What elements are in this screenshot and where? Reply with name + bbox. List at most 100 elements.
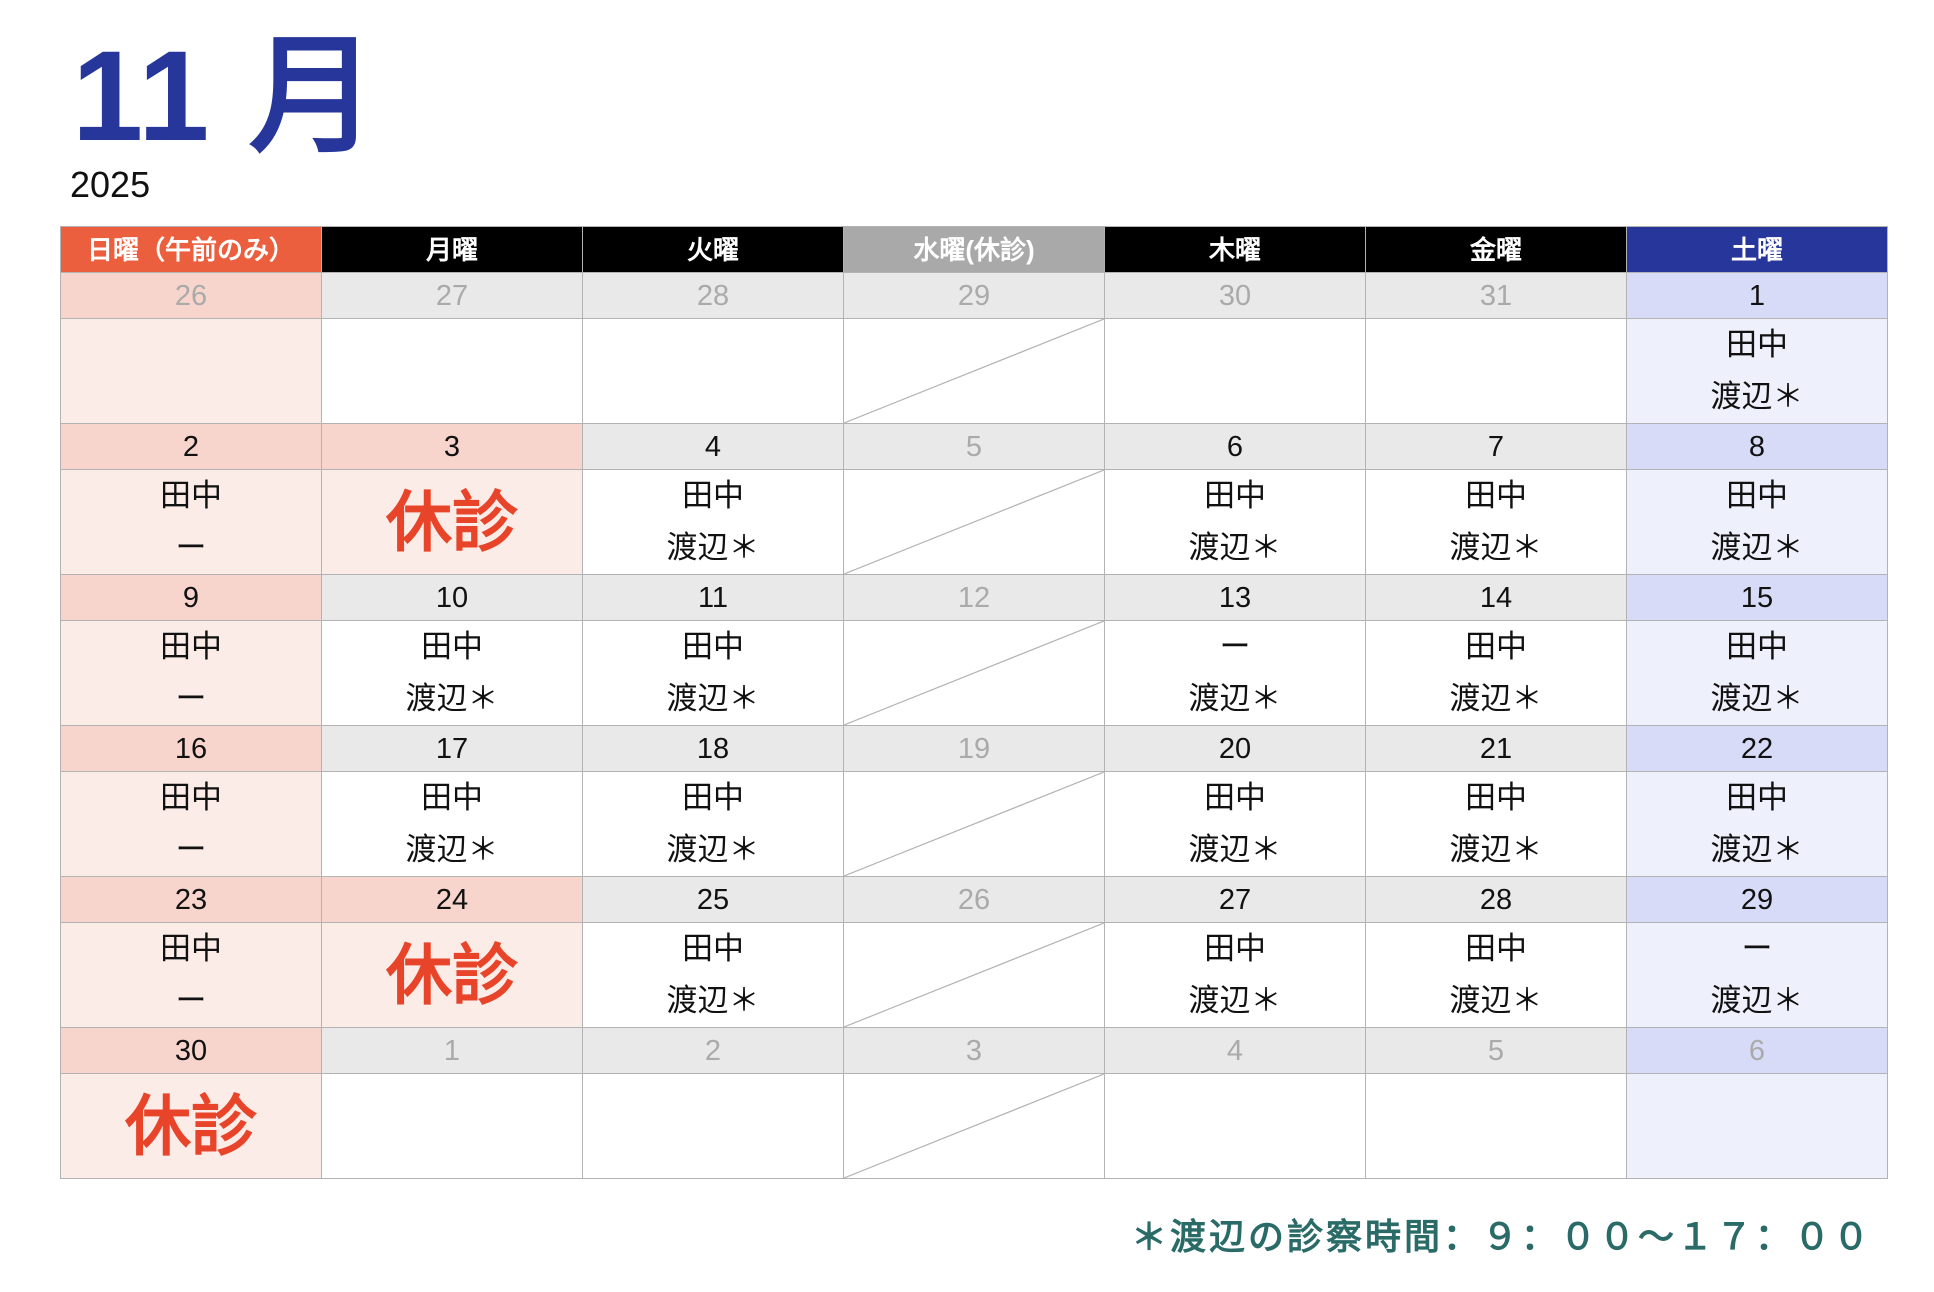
date-number: 26	[844, 877, 1105, 923]
calendar-grid: 日曜（午前のみ） 月曜 火曜 水曜(休診) 木曜 金曜 土曜 26 27 28 29 30 31 1 田中渡…	[60, 226, 1888, 1179]
day-cell[interactable]	[1627, 1074, 1888, 1179]
weekday-header: 金曜	[1366, 227, 1627, 273]
day-cell[interactable]	[844, 923, 1105, 1028]
year-label: 2025	[70, 164, 151, 205]
day-cell[interactable]: 田中 渡辺＊	[1366, 923, 1627, 1028]
day-cell[interactable]: 田中 渡辺＊	[1105, 923, 1366, 1028]
month-title: 11 月	[72, 25, 379, 168]
date-number: 1	[322, 1028, 583, 1074]
day-cell[interactable]: 田中 渡辺＊	[322, 772, 583, 877]
doctor-name: 田中	[1465, 780, 1527, 815]
day-cell[interactable]: 田中 渡辺＊	[583, 772, 844, 877]
day-cell[interactable]: 田中ー	[61, 470, 322, 575]
day-cell[interactable]: 田中 渡辺＊	[322, 621, 583, 726]
weekday-header: 水曜(休診)	[844, 227, 1105, 273]
closed-label: 休診	[386, 485, 518, 559]
date-number: 23	[61, 877, 322, 923]
day-cell[interactable]	[322, 319, 583, 424]
day-cell[interactable]: 休診	[61, 1074, 322, 1179]
doctor-name: 渡辺＊	[666, 681, 760, 716]
date-number: 22	[1627, 726, 1888, 772]
doctor-name: 渡辺＊	[405, 832, 499, 867]
day-cell[interactable]: 田中渡辺＊	[1366, 772, 1627, 877]
closed-diagonal-line	[844, 621, 1104, 725]
day-cell[interactable]: 田中渡辺＊	[583, 470, 844, 575]
date-number: 21	[1366, 726, 1627, 772]
day-cell[interactable]	[844, 470, 1105, 575]
day-cell[interactable]: 休診	[322, 470, 583, 575]
date-number: 20	[1105, 726, 1366, 772]
date-number: 30	[61, 1028, 322, 1074]
doctor-name: 渡辺＊	[1188, 530, 1282, 565]
date-number: 16	[61, 726, 322, 772]
day-cell[interactable]	[1105, 1074, 1366, 1179]
date-number: 26	[61, 273, 322, 319]
day-cell[interactable]: 田中渡辺＊	[1105, 470, 1366, 575]
day-cell[interactable]: 田中渡辺＊	[1627, 621, 1888, 726]
day-cell[interactable]	[1366, 319, 1627, 424]
date-number: 27	[322, 273, 583, 319]
doctor-name: 渡辺＊	[1449, 832, 1543, 867]
date-number: 6	[1627, 1028, 1888, 1074]
day-cell[interactable]: 田中ー	[61, 772, 322, 877]
doctor-name: 田中	[682, 629, 744, 664]
day-cell[interactable]: 田中 渡辺＊	[1627, 470, 1888, 575]
day-cell[interactable]: 田中 渡辺＊	[583, 923, 844, 1028]
date-number: 6	[1105, 424, 1366, 470]
doctor-name: 田中	[1726, 629, 1788, 664]
doctor-name: 田中	[1465, 629, 1527, 664]
date-number: 13	[1105, 575, 1366, 621]
day-cell[interactable]	[322, 1074, 583, 1179]
closed-diagonal-line	[844, 470, 1104, 574]
date-number: 10	[322, 575, 583, 621]
day-cell[interactable]: 田中 渡辺＊	[1105, 772, 1366, 877]
day-cell[interactable]	[583, 1074, 844, 1179]
footer-note: ＊渡辺の診察時間：９：００〜１７：００	[1130, 1216, 1872, 1257]
doctor-name: ー	[1741, 931, 1773, 966]
day-cell[interactable]: 田中ー	[61, 923, 322, 1028]
doctor-name: 田中	[421, 629, 483, 664]
date-number: 18	[583, 726, 844, 772]
day-cell[interactable]	[1105, 319, 1366, 424]
day-cell[interactable]	[844, 1074, 1105, 1179]
date-number: 12	[844, 575, 1105, 621]
date-number: 3	[844, 1028, 1105, 1074]
date-number: 29	[1627, 877, 1888, 923]
doctor-name: ー	[175, 681, 207, 716]
doctor-name: 渡辺＊	[1710, 832, 1804, 867]
doctor-name: 田中	[1726, 478, 1788, 513]
doctor-name: 渡辺＊	[1449, 530, 1543, 565]
doctor-name: 渡辺＊	[666, 983, 760, 1018]
date-number: 3	[322, 424, 583, 470]
day-cell[interactable]: 田中ー	[61, 621, 322, 726]
doctor-name: 渡辺＊	[1188, 983, 1282, 1018]
doctor-name: 渡辺＊	[1710, 681, 1804, 716]
day-cell[interactable]: ー渡辺＊	[1627, 923, 1888, 1028]
diagonal-line	[844, 772, 1104, 876]
doctor-name: 田中	[1726, 327, 1788, 362]
date-number: 19	[844, 726, 1105, 772]
doctor-name: 田中	[160, 931, 222, 966]
day-cell[interactable]: ー渡辺＊	[1105, 621, 1366, 726]
day-cell[interactable]: 田中 渡辺＊	[1627, 319, 1888, 424]
diagonal-line	[844, 923, 1104, 1027]
day-cell[interactable]	[844, 319, 1105, 424]
day-cell[interactable]	[844, 621, 1105, 726]
day-cell[interactable]: 休診	[322, 923, 583, 1028]
day-cell[interactable]: 田中 渡辺＊	[1366, 470, 1627, 575]
doctor-name: 渡辺＊	[666, 530, 760, 565]
day-cell[interactable]	[61, 319, 322, 424]
doctor-name: 田中	[1726, 780, 1788, 815]
day-cell[interactable]: 田中渡辺＊	[583, 621, 844, 726]
day-cell[interactable]	[1366, 1074, 1627, 1179]
doctor-name: 田中	[1204, 478, 1266, 513]
date-number: 2	[61, 424, 322, 470]
doctor-name: 渡辺＊	[1449, 983, 1543, 1018]
doctor-name: 渡辺＊	[1449, 681, 1543, 716]
day-cell[interactable]: 田中渡辺＊	[1366, 621, 1627, 726]
day-cell[interactable]: 田中渡辺＊	[1627, 772, 1888, 877]
doctor-name: 田中	[1204, 780, 1266, 815]
day-cell[interactable]	[844, 772, 1105, 877]
day-cell[interactable]	[583, 319, 844, 424]
doctor-name: 田中	[682, 478, 744, 513]
